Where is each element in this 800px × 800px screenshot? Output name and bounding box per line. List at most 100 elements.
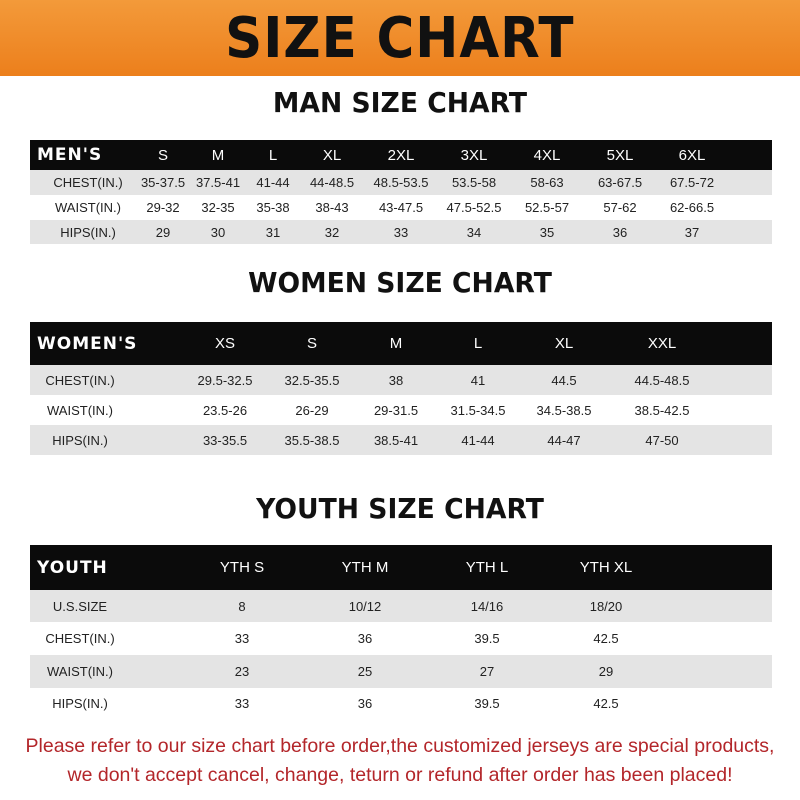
women-section-title: WOMEN SIZE CHART bbox=[248, 266, 552, 299]
men-header-row: MEN'S S M L XL 2XL 3XL 4XL 5XL 6XL bbox=[30, 140, 772, 170]
size-column-header: XXL bbox=[647, 335, 677, 352]
youth-size-table: YOUTH YTH S YTH M YTH L YTH XL U.S.SIZE 8 10/12… bbox=[30, 545, 772, 718]
measurement-value: 52.5-57 bbox=[524, 200, 570, 215]
measurement-label: WAIST(IN.) bbox=[47, 664, 113, 679]
size-column-header: 4XL bbox=[533, 146, 561, 164]
measurement-value: 53.5-58 bbox=[451, 175, 497, 190]
youth-header-row: YOUTH YTH S YTH M YTH L YTH XL bbox=[30, 545, 772, 590]
size-column-header: YTH M bbox=[341, 559, 389, 576]
table-row: HIPS(IN.) 33-35.5 35.5-38.5 38.5-41 41-44 44-… bbox=[30, 425, 772, 455]
measurement-value: 37 bbox=[684, 224, 700, 240]
measurement-value: 35-38 bbox=[256, 200, 290, 215]
footer-notice-line1: Please refer to our size chart before or… bbox=[25, 735, 775, 757]
size-column-header: L bbox=[268, 146, 278, 164]
table-row: WAIST(IN.) 23.5-26 26-29 29-31.5 31.5-34.5 34… bbox=[30, 395, 772, 425]
measurement-label: HIPS(IN.) bbox=[60, 224, 116, 240]
measurement-value: 41-44 bbox=[461, 432, 495, 448]
measurement-value: 44.5 bbox=[551, 372, 577, 388]
table-row: HIPS(IN.) 29 30 31 32 33 34 35 36 37 bbox=[30, 220, 772, 244]
size-column-header: L bbox=[473, 335, 483, 352]
size-column-header: XS bbox=[214, 335, 236, 352]
measurement-label: CHEST(IN.) bbox=[45, 631, 115, 646]
measurement-value: 25 bbox=[357, 664, 373, 679]
measurement-label: WAIST(IN.) bbox=[55, 200, 121, 215]
size-column-header: YTH S bbox=[219, 559, 265, 576]
measurement-value: 38.5-42.5 bbox=[634, 402, 690, 418]
measurement-value: 35.5-38.5 bbox=[284, 432, 340, 448]
size-column-header: S bbox=[306, 335, 318, 352]
measurement-value: 30 bbox=[210, 224, 226, 240]
measurement-value: 32 bbox=[324, 224, 340, 240]
measurement-value: 27 bbox=[479, 664, 495, 679]
size-column-header: M bbox=[211, 146, 225, 164]
measurement-value: 48.5-53.5 bbox=[373, 175, 429, 190]
measurement-value: 33-35.5 bbox=[202, 432, 248, 448]
size-column-header: 2XL bbox=[387, 146, 415, 164]
measurement-value: 62-66.5 bbox=[669, 200, 715, 215]
measurement-value: 18/20 bbox=[589, 598, 623, 614]
measurement-value: 8 bbox=[238, 598, 246, 614]
table-row: CHEST(IN.) 29.5-32.5 32.5-35.5 38 41 44.5 44.5… bbox=[30, 365, 772, 395]
measurement-label: WAIST(IN.) bbox=[47, 402, 113, 418]
measurement-value: 36 bbox=[357, 631, 373, 646]
table-row: CHEST(IN.) 33 36 39.5 42.5 bbox=[30, 622, 772, 655]
measurement-value: 63-67.5 bbox=[597, 175, 643, 190]
size-column-header: YTH XL bbox=[579, 559, 633, 576]
youth-section-title: YOUTH SIZE CHART bbox=[256, 492, 544, 525]
table-row: WAIST(IN.) 23 25 27 29 bbox=[30, 655, 772, 688]
measurement-value: 47-50 bbox=[645, 432, 679, 448]
measurement-value: 36 bbox=[612, 224, 628, 240]
measurement-value: 67.5-72 bbox=[669, 175, 715, 190]
measurement-value: 14/16 bbox=[470, 598, 504, 614]
measurement-label: CHEST(IN.) bbox=[53, 175, 123, 190]
table-label: YOUTH bbox=[37, 557, 108, 578]
measurement-value: 42.5 bbox=[593, 695, 619, 711]
measurement-value: 41 bbox=[470, 372, 486, 388]
measurement-value: 26-29 bbox=[295, 402, 329, 418]
measurement-value: 32.5-35.5 bbox=[284, 372, 340, 388]
measurement-value: 41-44 bbox=[256, 175, 290, 190]
size-column-header: 6XL bbox=[678, 146, 706, 164]
measurement-value: 10/12 bbox=[348, 598, 382, 614]
measurement-value: 23.5-26 bbox=[202, 402, 248, 418]
measurement-value: 31 bbox=[265, 224, 281, 240]
measurement-value: 44-48.5 bbox=[309, 175, 355, 190]
measurement-value: 33 bbox=[234, 631, 250, 646]
table-label: WOMEN'S bbox=[37, 333, 138, 354]
measurement-value: 44-47 bbox=[547, 432, 581, 448]
page-title: SIZE CHART bbox=[225, 5, 575, 71]
measurement-value: 43-47.5 bbox=[378, 200, 424, 215]
measurement-value: 29 bbox=[598, 664, 614, 679]
measurement-value: 38.5-41 bbox=[373, 432, 419, 448]
measurement-value: 29.5-32.5 bbox=[197, 372, 253, 388]
men-size-table: MEN'S S M L XL 2XL 3XL 4XL 5XL 6XL CHEST(IN.) 35-37… bbox=[30, 140, 772, 244]
size-column-header: S bbox=[157, 146, 169, 164]
measurement-value: 33 bbox=[234, 695, 250, 711]
measurement-label: HIPS(IN.) bbox=[52, 695, 108, 711]
table-row: CHEST(IN.) 35-37.5 37.5-41 41-44 44-48.5 48.5… bbox=[30, 170, 772, 195]
measurement-value: 38 bbox=[388, 372, 404, 388]
table-label: MEN'S bbox=[37, 145, 103, 165]
measurement-value: 34.5-38.5 bbox=[536, 402, 592, 418]
measurement-value: 37.5-41 bbox=[195, 175, 241, 190]
measurement-value: 57-62 bbox=[603, 200, 637, 215]
measurement-label: HIPS(IN.) bbox=[52, 432, 108, 448]
measurement-value: 35 bbox=[539, 224, 555, 240]
measurement-value: 47.5-52.5 bbox=[446, 200, 502, 215]
measurement-value: 31.5-34.5 bbox=[450, 402, 506, 418]
measurement-value: 29 bbox=[155, 224, 171, 240]
size-column-header: XL bbox=[554, 335, 574, 352]
men-section-title: MAN SIZE CHART bbox=[272, 86, 528, 119]
measurement-value: 35-37.5 bbox=[140, 175, 186, 190]
measurement-value: 39.5 bbox=[474, 695, 500, 711]
table-row: WAIST(IN.) 29-32 32-35 35-38 38-43 43-47.5 47.… bbox=[30, 195, 772, 220]
measurement-value: 42.5 bbox=[593, 631, 619, 646]
size-column-header: 3XL bbox=[460, 146, 488, 164]
measurement-label: U.S.SIZE bbox=[52, 598, 108, 614]
women-header-row: WOMEN'S XS S M L XL XXL bbox=[30, 322, 772, 365]
footer-notice-line2: we don't accept cancel, change, teturn o… bbox=[67, 764, 733, 786]
size-chart-banner: SIZE CHART bbox=[0, 0, 800, 76]
measurement-value: 29-31.5 bbox=[373, 402, 419, 418]
table-row: U.S.SIZE 8 10/12 14/16 18/20 bbox=[30, 590, 772, 622]
measurement-value: 44.5-48.5 bbox=[634, 372, 690, 388]
